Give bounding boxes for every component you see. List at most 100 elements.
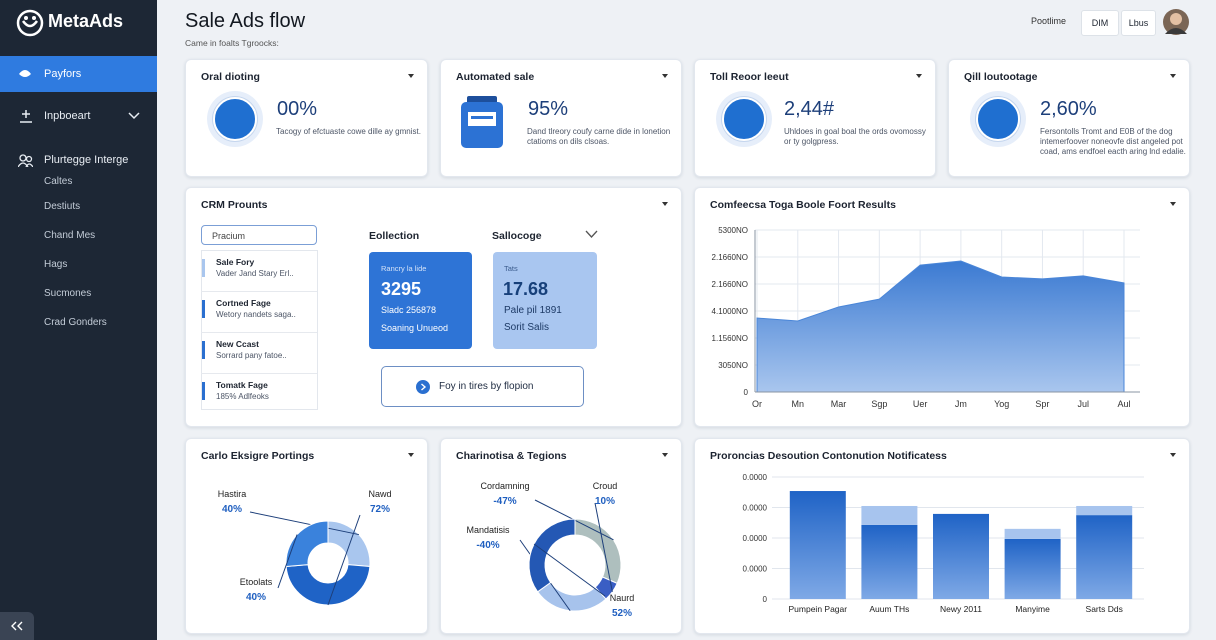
bar-chart-card: Proroncias Desoution Contonution Notific…	[694, 438, 1190, 634]
tile-line: Pale pil 1891	[504, 305, 562, 316]
column-chevron[interactable]	[585, 230, 598, 239]
kpi-card: Qill loutootage 2,60% Fersontolls Tromt …	[948, 59, 1190, 177]
kpi-value: 00%	[277, 98, 318, 120]
card-menu[interactable]	[1170, 453, 1176, 457]
item-subtitle: Wetory nandets saga..	[216, 310, 296, 319]
kpi-description: Tacogy of efctuaste cowe dille ay gmnist…	[276, 127, 421, 136]
kpi-card: Toll Reoor leeut 2,44# Uhldoes in goal b…	[694, 59, 936, 177]
card-title: CRM Prounts	[201, 199, 268, 211]
collapse-button[interactable]	[0, 612, 34, 640]
card-title: Proroncias Desoution Contonution Notific…	[710, 450, 947, 462]
item-subtitle: Sorrard pany fatoe..	[216, 351, 287, 360]
crm-list-item[interactable]: Cortned Fage Wetory nandets saga..	[201, 292, 317, 333]
nav-item-active[interactable]: Payfors	[0, 56, 157, 92]
tile-label: Tats	[504, 264, 518, 273]
page-subtitle: Came in foalts Tgroocks:	[185, 38, 279, 48]
column-header: Sallocoge	[492, 230, 542, 242]
nav-subitem[interactable]: Hags	[44, 259, 68, 270]
nav-label: Plurtegge Interge	[44, 154, 129, 166]
kpi-value: 95%	[528, 98, 569, 120]
nav-section[interactable]: Plurtegge Interge	[0, 150, 157, 172]
nav-icon	[18, 154, 33, 167]
crm-list-item[interactable]: New Ccast Sorrard pany fatoe..	[201, 333, 317, 374]
card-title: Qill loutootage	[964, 71, 1038, 83]
nav-subitem[interactable]: Chand Mes	[44, 230, 96, 241]
kpi-icon	[461, 96, 503, 148]
nav-label: Payfors	[44, 68, 82, 80]
item-marker	[202, 382, 205, 400]
nav-icon	[19, 70, 31, 77]
nav-icon	[20, 110, 32, 123]
sidebar: MetaAds Payfors Inpboeart Plurtegge Inte…	[0, 0, 157, 640]
item-marker	[202, 259, 205, 277]
card-menu[interactable]	[916, 74, 922, 78]
collapse-icon	[11, 621, 23, 631]
tile-line: Soaning Unueod	[381, 323, 449, 333]
tile-label: Rancry la lide	[381, 264, 427, 273]
card-menu[interactable]	[1170, 202, 1176, 206]
kpi-icon-core	[722, 97, 766, 141]
crm-list	[201, 250, 318, 410]
search-input[interactable]: Pracium	[201, 225, 317, 245]
avatar[interactable]	[1162, 8, 1190, 36]
kpi-card: Oral dioting 00% Tacogy of efctuaste cow…	[185, 59, 428, 177]
item-marker	[202, 341, 205, 359]
tile-line: Sorit Salis	[504, 322, 550, 333]
kpi-value: 2,44#	[784, 98, 835, 120]
nav-subitem[interactable]: Crad Gonders	[44, 317, 107, 328]
item-subtitle: Vader Jand Stary Erl..	[216, 269, 294, 278]
item-title: Cortned Fage	[216, 298, 271, 308]
crm-list-item[interactable]: Sale Fory Vader Jand Stary Erl..	[201, 251, 317, 292]
button-icon	[416, 380, 430, 394]
card-menu[interactable]	[662, 202, 668, 206]
item-marker	[202, 300, 205, 318]
kpi-icon	[970, 91, 1026, 147]
card-menu[interactable]	[408, 453, 414, 457]
card-menu[interactable]	[408, 74, 414, 78]
header-button[interactable]: DIM	[1081, 10, 1119, 36]
card-title: Oral dioting	[201, 71, 260, 83]
item-title: Sale Fory	[216, 257, 255, 267]
card-title: Carlo Eksigre Portings	[201, 450, 315, 462]
item-title: Tomatk Fage	[216, 380, 268, 390]
nav-item[interactable]: Inpboeart	[0, 104, 157, 130]
kpi-card: Automated sale 95% Dand tlreory coufy ca…	[440, 59, 682, 177]
card-menu[interactable]	[662, 453, 668, 457]
button-label: Foy in tires by flopion	[439, 381, 534, 392]
status-text: Pootlime	[1031, 16, 1067, 26]
nav-subitem[interactable]: Destiuts	[44, 201, 81, 212]
nav-label: Inpboeart	[44, 110, 91, 122]
area-chart-card: Comfeecsa Toga Boole Foort Results	[694, 187, 1190, 427]
stat-tile: Tats 17.68 Pale pil 1891 Sorit Salis	[493, 252, 597, 349]
card-menu[interactable]	[1170, 74, 1176, 78]
page-title: Sale Ads flow	[185, 10, 306, 32]
donut-card: Charinotisa & Tegions	[440, 438, 682, 634]
logo-text: MetaAds	[48, 11, 124, 31]
tile-value: 17.68	[503, 279, 549, 299]
card-title: Automated sale	[456, 71, 535, 83]
item-title: New Ccast	[216, 339, 259, 349]
card-title: Comfeecsa Toga Boole Foort Results	[710, 199, 896, 211]
crm-list-item[interactable]: Tomatk Fage 185% Adlfeoks	[201, 374, 317, 414]
nav-subitem[interactable]: Caltes	[44, 176, 73, 187]
kpi-icon-core	[213, 97, 257, 141]
card-title: Charinotisa & Tegions	[456, 450, 567, 462]
logo-icon	[16, 9, 44, 37]
card-menu[interactable]	[662, 74, 668, 78]
header-button[interactable]: Lbus	[1121, 10, 1156, 36]
column-header: Eollection	[369, 230, 420, 242]
kpi-value: 2,60%	[1040, 98, 1097, 120]
card-title: Toll Reoor leeut	[710, 71, 789, 83]
kpi-icon-core	[976, 97, 1020, 141]
nav-chevron	[128, 112, 140, 120]
kpi-icon	[716, 91, 772, 147]
kpi-description: Dand tlreory coufy carne dide in lonetio…	[527, 127, 671, 146]
kpi-description: Fersontolls Tromt and E0B of the dog int…	[1040, 127, 1186, 156]
action-button[interactable]: Foy in tires by flopion	[381, 366, 584, 407]
kpi-icon	[207, 91, 263, 147]
nav-subitem[interactable]: Sucmones	[44, 288, 92, 299]
tile-line: Sladc 256878	[381, 305, 437, 315]
donut-card: Carlo Eksigre Portings	[185, 438, 428, 634]
stat-tile: Rancry la lide 3295 Sladc 256878 Soaning…	[369, 252, 472, 349]
